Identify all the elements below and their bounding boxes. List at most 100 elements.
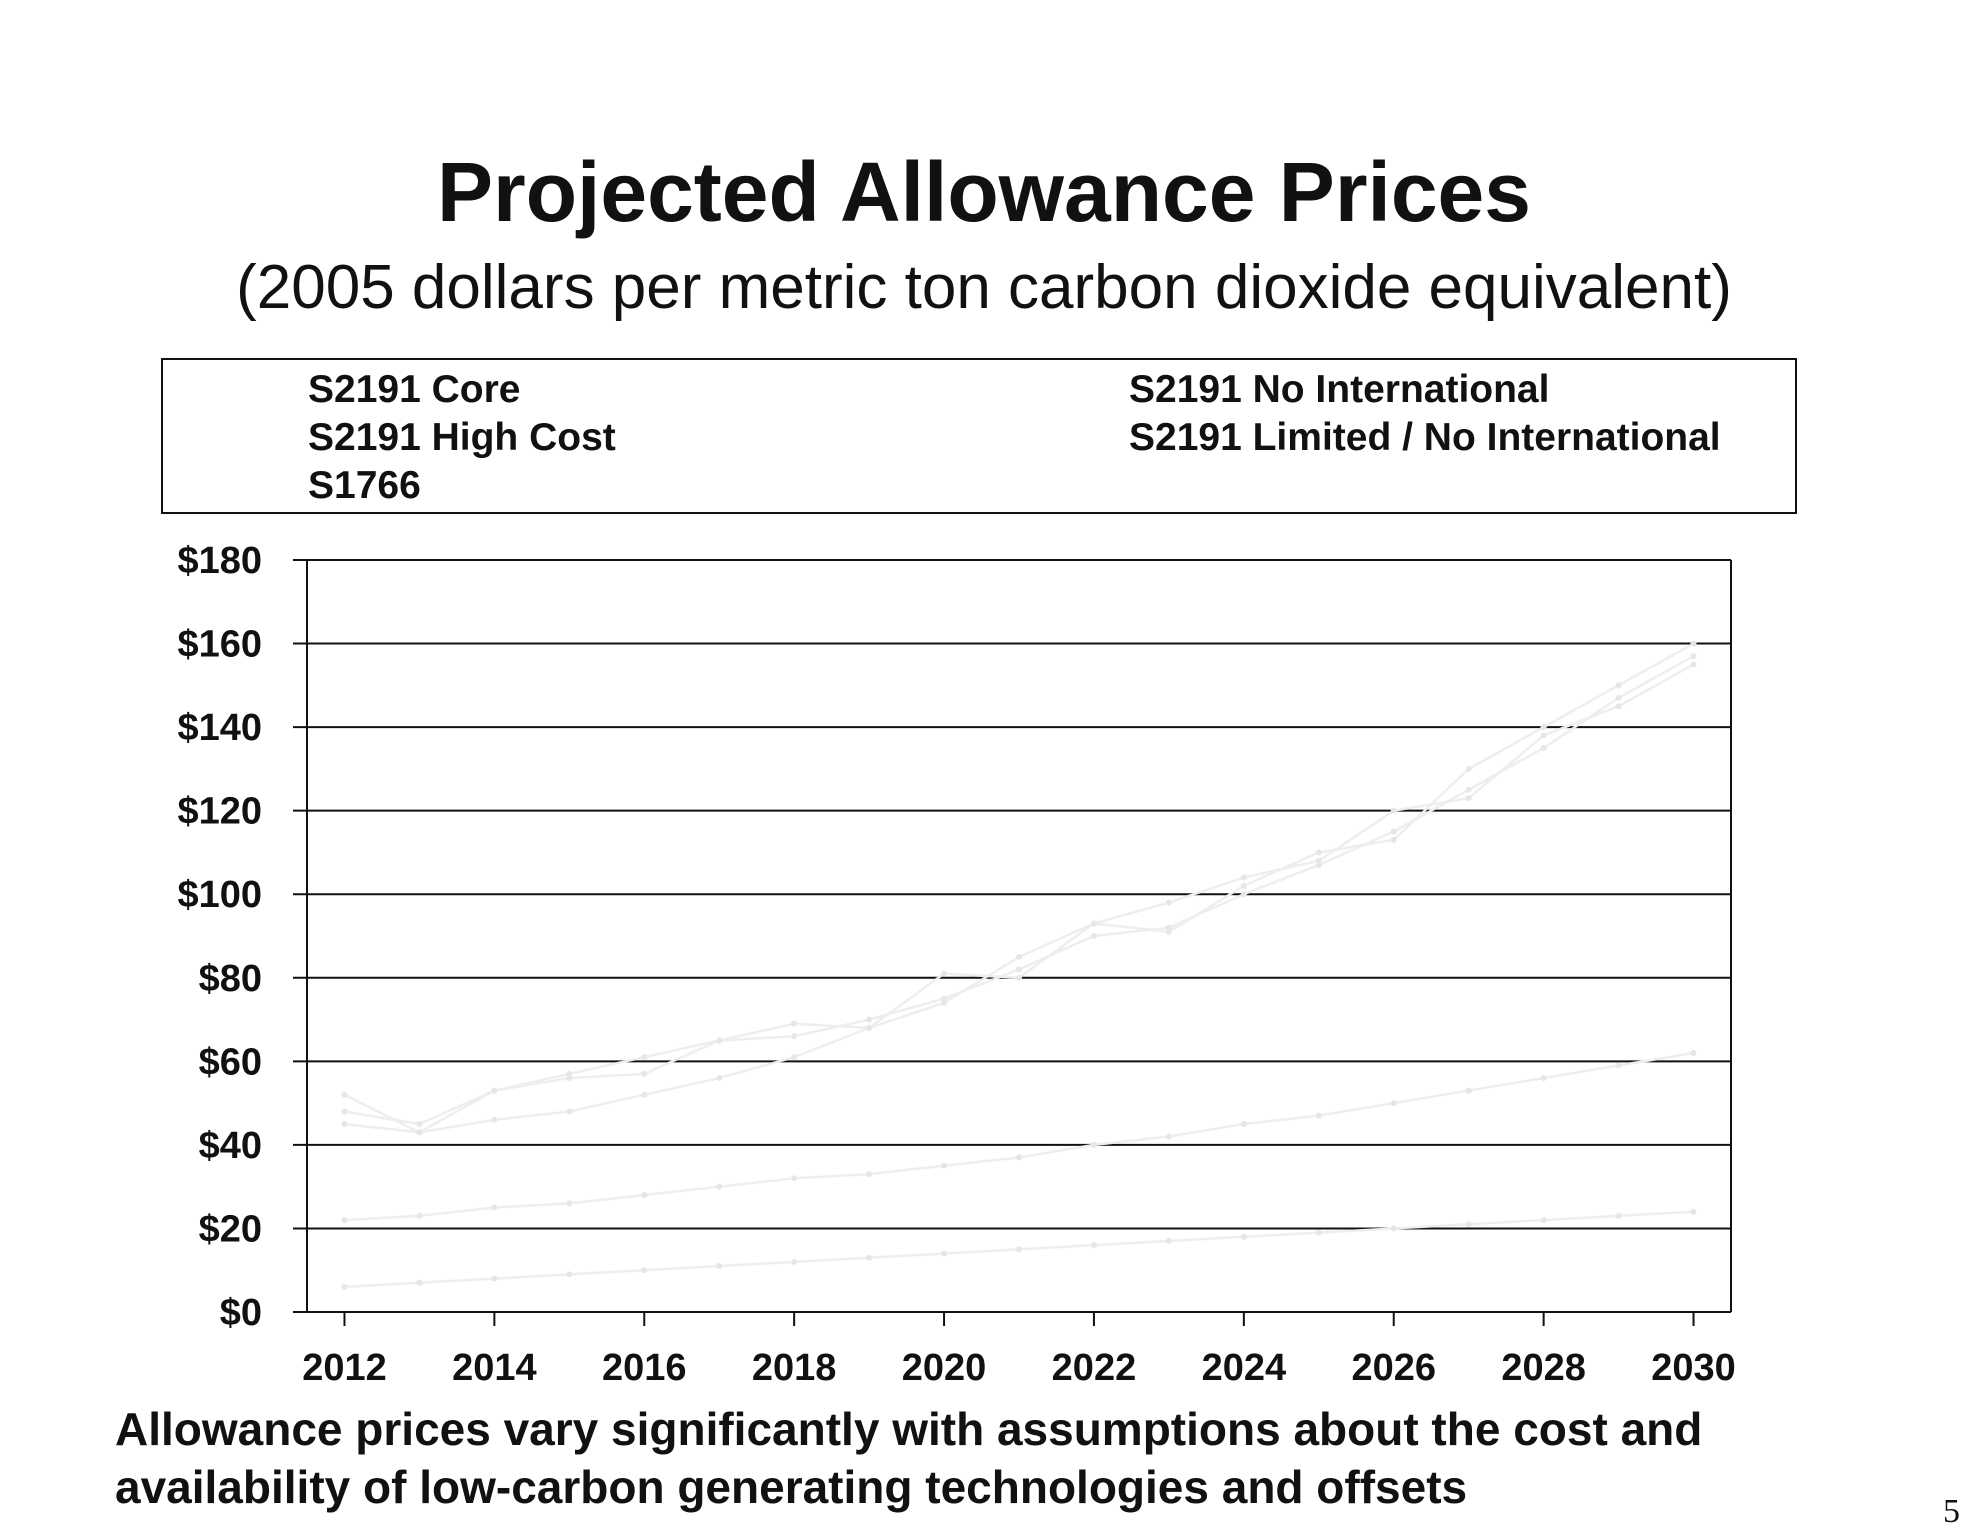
series-0-point: [1240, 1121, 1247, 1127]
series-0-point: [1465, 1087, 1472, 1094]
chart-axes: [293, 560, 1732, 1326]
series-2-point: [1165, 1237, 1172, 1244]
series-0-point: [941, 1162, 948, 1169]
series-3-point: [1690, 640, 1697, 647]
series-3-point: [1540, 724, 1547, 731]
series-1-point: [941, 995, 948, 1002]
series-4-point: [1240, 874, 1247, 881]
series-2-point: [1090, 1242, 1097, 1249]
series-0-point: [1165, 1133, 1172, 1140]
legend-entry-s2191-no-international: S2191 No International: [1129, 368, 1550, 411]
series-3-point: [716, 1037, 723, 1044]
series-1-point: [791, 1033, 798, 1040]
series-1-point: [1615, 694, 1622, 701]
series-2-point: [716, 1263, 723, 1270]
series-1-point: [1240, 891, 1247, 898]
series-0-point: [566, 1200, 573, 1207]
series-0-point: [1690, 1049, 1697, 1056]
x-tick-label: 2026: [1351, 1347, 1436, 1389]
series-1-point: [1690, 653, 1697, 660]
series-2-point: [1615, 1212, 1622, 1219]
series-2-point: [1240, 1233, 1247, 1240]
series-2-point: [1540, 1217, 1547, 1224]
series-1-point: [566, 1075, 573, 1082]
series-0-point: [1090, 1141, 1097, 1148]
legend-entry-s2191-core: S2191 Core: [308, 368, 521, 411]
series-4-point: [1465, 795, 1472, 802]
legend-entry-s2191-limited-no-international: S2191 Limited / No International: [1129, 416, 1721, 459]
series-3-point: [941, 970, 948, 977]
series-2-point: [1465, 1221, 1472, 1228]
series-lines: [341, 640, 1697, 1290]
series-0-point: [641, 1192, 648, 1199]
y-tick-label: $20: [199, 1208, 262, 1250]
footer-note: Allowance prices vary significantly with…: [115, 1403, 1703, 1513]
series-2-point: [641, 1267, 648, 1274]
y-tick-label: $80: [199, 958, 262, 1000]
series-2-point: [1315, 1229, 1322, 1236]
series-4-point: [416, 1129, 423, 1136]
series-1-point: [1465, 786, 1472, 793]
allowance-price-chart: $0$20$40$60$80$100$120$140$160$180 2012 2…: [177, 540, 1736, 1389]
series-3-point: [1165, 928, 1172, 935]
series-0-point: [1390, 1100, 1397, 1107]
series-3-point: [341, 1091, 348, 1098]
series-3-point: [1315, 849, 1322, 856]
slide-subtitle: (2005 dollars per metric ton carbon diox…: [236, 253, 1732, 322]
series-4-point: [1540, 732, 1547, 739]
x-tick-label: 2030: [1651, 1347, 1736, 1389]
series-4-point: [1690, 661, 1697, 668]
slide-title: Projected Allowance Prices: [436, 145, 1531, 239]
series-4-point: [1016, 953, 1022, 960]
series-4-point: [1615, 703, 1622, 710]
series-3-point: [1240, 882, 1247, 889]
series-0-point: [341, 1217, 348, 1224]
legend-entry-s1766: S1766: [308, 464, 421, 507]
legend-entry-s2191-high-cost: S2191 High Cost: [308, 416, 616, 459]
x-tick-label: 2012: [302, 1347, 387, 1389]
series-0-point: [791, 1175, 798, 1182]
x-tick-label: 2028: [1501, 1347, 1586, 1389]
series-4-point: [716, 1075, 723, 1082]
x-tick-label: 2018: [752, 1347, 837, 1389]
series-4-point: [1165, 899, 1172, 906]
x-tick-label: 2016: [602, 1347, 687, 1389]
series-1-point: [1016, 966, 1022, 973]
series-1-point: [1540, 745, 1547, 751]
y-tick-label: $120: [177, 791, 262, 833]
series-2-point: [1690, 1208, 1697, 1215]
gridlines: [293, 559, 1731, 1230]
series-0-point: [1540, 1075, 1547, 1082]
series-3-point: [1465, 765, 1472, 772]
series-1-point: [1165, 924, 1172, 931]
series-1-point: [341, 1108, 348, 1115]
series-4-point: [791, 1054, 798, 1061]
y-axis-tick-labels: $0 $20 $40 $60 $80 $100 $120 $140 $160 $180: [177, 540, 262, 1334]
y-tick-label: $0: [220, 1292, 262, 1334]
series-3-point: [566, 1070, 573, 1077]
series-0-point: [1016, 1154, 1022, 1161]
series-4-point: [641, 1091, 648, 1098]
series-4-point: [1315, 857, 1322, 864]
series-4-point: [1390, 807, 1397, 814]
series-4-point: [341, 1121, 348, 1127]
series-2-point: [1390, 1225, 1397, 1232]
x-tick-label: 2022: [1052, 1347, 1137, 1389]
series-2-point: [866, 1254, 873, 1261]
series-3-point: [1016, 974, 1022, 981]
series-3-point: [1615, 682, 1622, 689]
series-4-point: [566, 1108, 573, 1115]
series-1-point: [866, 1016, 873, 1023]
series-2-point: [791, 1258, 798, 1265]
chart-legend: S2191 Core S2191 High Cost S1766 S2191 N…: [161, 358, 1797, 514]
series-0-point: [491, 1204, 498, 1211]
page-number: 5: [1943, 1493, 1960, 1530]
series-1-point: [1390, 828, 1397, 835]
series-2-point: [1016, 1246, 1022, 1253]
series-1-point: [1090, 933, 1097, 939]
series-line-3: [343, 642, 1695, 1134]
y-tick-label: $40: [199, 1125, 262, 1167]
y-tick-label: $100: [177, 874, 262, 916]
series-0-point: [866, 1171, 873, 1178]
series-0-point: [416, 1212, 423, 1219]
